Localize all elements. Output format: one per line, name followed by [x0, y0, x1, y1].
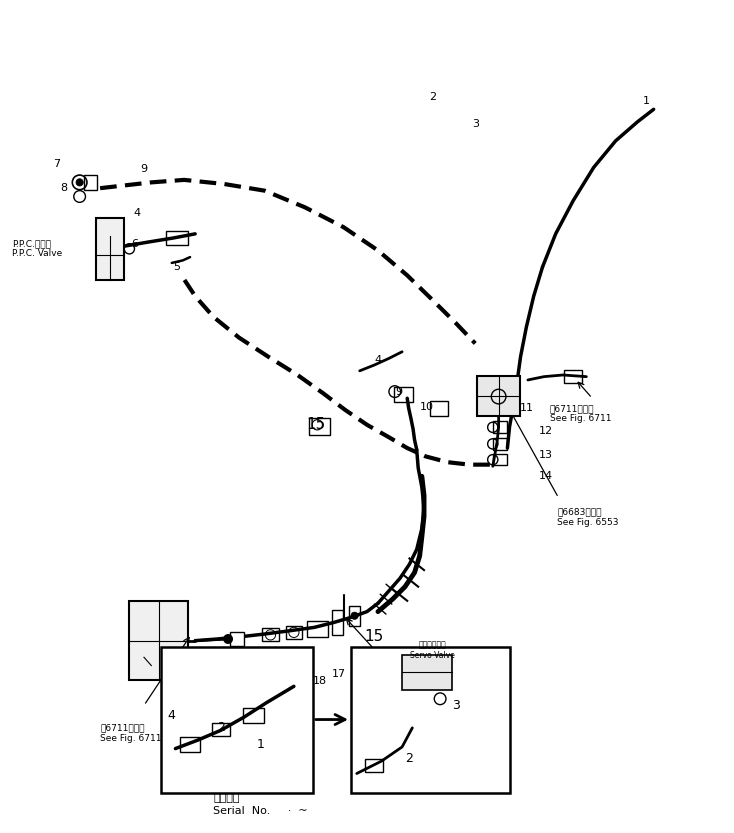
Bar	[493, 438, 507, 450]
Circle shape	[76, 179, 83, 186]
Bar	[394, 387, 413, 402]
Text: 3: 3	[452, 699, 460, 712]
Text: 1: 1	[643, 96, 650, 106]
Text: 第6721図参照
See Fig. 6721: 第6721図参照 See Fig. 6721	[418, 716, 479, 735]
Bar	[402, 655, 452, 690]
Bar	[349, 606, 360, 626]
Text: 5: 5	[173, 262, 181, 272]
Text: P.P.C.バルブ
P.P.C. Valve: P.P.C.バルブ P.P.C. Valve	[12, 239, 62, 258]
Bar	[309, 418, 330, 435]
Bar	[351, 647, 510, 792]
Text: 7: 7	[53, 159, 59, 169]
Text: 20: 20	[269, 681, 283, 691]
Text: 9: 9	[140, 164, 148, 174]
Text: 3: 3	[472, 119, 479, 129]
Bar	[161, 647, 313, 792]
Text: 第6711図参見
See Fig. 6711: 第6711図参見 See Fig. 6711	[550, 404, 611, 423]
Circle shape	[224, 635, 233, 643]
Text: 15: 15	[306, 417, 325, 432]
Text: 2: 2	[217, 721, 225, 735]
Circle shape	[351, 612, 358, 620]
Bar	[95, 217, 123, 280]
Bar	[333, 610, 344, 635]
Text: 15: 15	[365, 629, 384, 644]
Text: 9: 9	[395, 387, 402, 397]
Bar	[493, 421, 507, 433]
Text: 19: 19	[291, 679, 305, 689]
Bar	[129, 601, 188, 680]
Text: 適用号機: 適用号機	[214, 793, 240, 803]
Text: 21: 21	[243, 679, 257, 689]
Bar	[230, 631, 244, 646]
Text: 8: 8	[60, 183, 67, 193]
Text: 10: 10	[420, 402, 434, 412]
Text: 4: 4	[374, 355, 382, 365]
Text: サーボバルブ
Servo Valve: サーボバルブ Servo Valve	[410, 641, 455, 660]
Bar	[307, 621, 327, 637]
Bar	[366, 759, 383, 772]
Bar	[166, 232, 188, 245]
Bar	[244, 708, 264, 723]
Bar	[493, 454, 507, 466]
Bar	[477, 376, 520, 416]
Bar	[564, 370, 582, 383]
Text: 12: 12	[539, 426, 553, 436]
Text: 第6711図参照
See Fig. 6711: 第6711図参照 See Fig. 6711	[100, 724, 161, 743]
Text: 6: 6	[131, 239, 139, 249]
Text: Serial  No.     ·  ~: Serial No. · ~	[214, 806, 308, 816]
Text: 18: 18	[313, 676, 327, 686]
Text: 4: 4	[167, 709, 175, 722]
Bar	[84, 175, 97, 190]
Bar	[180, 737, 200, 752]
Text: 1: 1	[257, 738, 265, 751]
Text: 13: 13	[539, 450, 553, 460]
Bar	[263, 628, 278, 641]
Text: 4: 4	[133, 208, 140, 218]
Text: 16: 16	[351, 652, 365, 662]
Bar	[212, 723, 230, 736]
Bar	[429, 401, 448, 416]
Text: 11: 11	[520, 403, 534, 413]
Text: 第6683図参照
See Fig. 6553: 第6683図参照 See Fig. 6553	[557, 508, 619, 527]
Bar	[286, 626, 302, 639]
Text: 14: 14	[539, 471, 553, 481]
Text: 17: 17	[333, 669, 346, 679]
Text: 2: 2	[405, 752, 413, 765]
Text: 22: 22	[206, 667, 221, 677]
Text: 2: 2	[429, 92, 437, 102]
